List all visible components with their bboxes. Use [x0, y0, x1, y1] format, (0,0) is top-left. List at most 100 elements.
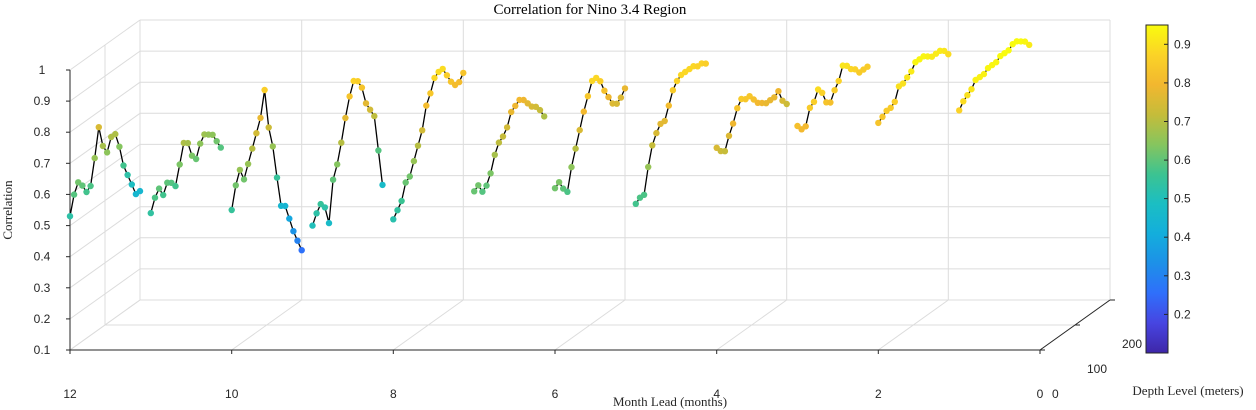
series-lead-2	[875, 47, 952, 127]
data-point	[956, 107, 963, 114]
data-point	[338, 139, 345, 146]
data-point	[891, 98, 898, 106]
data-point	[725, 132, 733, 139]
data-point	[512, 102, 519, 110]
data-point	[298, 247, 305, 254]
tick-labels: 12 10 8 6 4 2 0 01002000.10.20.30.40.50.60.70.8…	[34, 63, 1143, 401]
z-tick-label: 0.6	[34, 187, 51, 201]
series-line	[635, 62, 706, 205]
series-lead-3	[794, 62, 871, 133]
data-point	[584, 93, 592, 100]
data-point	[649, 142, 656, 149]
data-point	[495, 139, 503, 146]
series-line	[797, 64, 868, 131]
data-point	[564, 188, 571, 195]
data-point	[83, 188, 90, 196]
data-point	[410, 157, 418, 165]
data-point	[197, 140, 204, 147]
data-point	[192, 155, 200, 163]
x-tick-label: 4	[713, 387, 720, 401]
axes-grid	[66, 19, 1115, 354]
data-point	[580, 108, 587, 115]
data-point	[460, 69, 467, 77]
data-point	[342, 114, 349, 122]
data-point	[645, 163, 652, 171]
data-point	[354, 78, 361, 85]
data-point	[964, 92, 971, 99]
data-point	[613, 100, 620, 107]
data-point	[112, 130, 119, 138]
data-point	[875, 119, 882, 127]
colorbar-tick-label: 0.5	[1174, 192, 1191, 206]
data-point	[147, 209, 154, 217]
x-tick-label: 10	[225, 387, 239, 401]
z-tick-label: 0.7	[34, 156, 51, 170]
z-tick-label: 0.3	[34, 281, 51, 295]
data-point	[673, 77, 681, 85]
data-point	[282, 202, 289, 210]
data-point	[232, 182, 239, 189]
data-point	[228, 206, 235, 214]
data-point	[419, 127, 426, 134]
data-point	[908, 68, 915, 75]
y-axis-label: Depth Level (meters)	[1132, 383, 1243, 398]
data-point	[621, 85, 629, 92]
data-point	[261, 86, 268, 94]
data-point	[783, 100, 790, 108]
series-lead-9	[309, 77, 386, 229]
data-point	[475, 182, 482, 189]
data-point	[456, 78, 463, 86]
data-point	[471, 188, 478, 195]
z-tick-label: 0.1	[34, 343, 51, 357]
z-tick-label: 0.5	[34, 219, 51, 233]
data-point	[423, 102, 430, 109]
data-point	[819, 89, 826, 97]
data-point	[491, 151, 498, 158]
colorbar-scale	[1145, 24, 1169, 354]
data-point	[321, 204, 329, 211]
data-point	[775, 88, 782, 95]
data-point	[209, 131, 216, 138]
data-point	[960, 98, 967, 105]
data-point	[87, 182, 94, 190]
data-point	[406, 173, 413, 180]
x-tick-label: 8	[390, 387, 397, 401]
data-point	[294, 237, 301, 244]
data-point	[1005, 47, 1012, 54]
data-point	[536, 106, 544, 114]
colorbar-tick-label: 0.3	[1174, 269, 1191, 283]
data-point	[617, 94, 625, 101]
data-point	[864, 63, 871, 70]
z-tick-label: 0.8	[34, 125, 51, 139]
data-point	[771, 94, 778, 101]
data-point	[184, 139, 192, 147]
data-point	[835, 77, 842, 85]
data-point	[253, 130, 260, 137]
chart-title: Correlation for Nino 3.4 Region	[494, 2, 687, 18]
data-point	[213, 138, 220, 145]
data-point	[661, 117, 668, 125]
data-point	[120, 162, 127, 169]
series-lead-12	[66, 124, 144, 220]
series-lead-11	[147, 131, 224, 217]
data-point	[257, 114, 264, 122]
series-lead-6	[551, 74, 629, 195]
data-point	[568, 163, 575, 171]
data-point	[366, 106, 374, 113]
data-point	[334, 161, 341, 168]
x-tick-label: 6	[552, 387, 559, 401]
data-point	[240, 176, 248, 183]
data-point	[555, 179, 563, 186]
data-point	[379, 181, 386, 189]
data-point	[802, 123, 809, 130]
x-axis-label: Month Lead (months)	[613, 394, 727, 409]
data-point	[160, 191, 167, 199]
data-point	[427, 90, 434, 97]
data-point	[362, 100, 370, 107]
y-tick-label: 0	[1052, 387, 1059, 401]
data-point	[665, 102, 672, 109]
colorbar-tick-label: 0.9	[1174, 37, 1191, 51]
data-point	[551, 185, 559, 192]
data-point	[176, 161, 183, 168]
data-point	[155, 185, 163, 192]
